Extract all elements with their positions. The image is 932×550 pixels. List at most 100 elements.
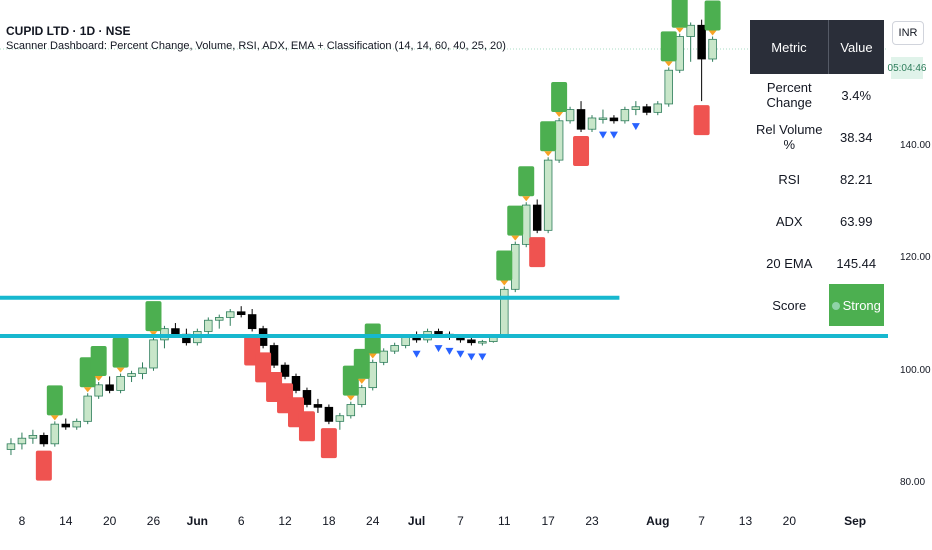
candle — [467, 337, 476, 346]
bull-signal-label — [90, 346, 107, 377]
dashboard-value: 3.4% — [828, 74, 884, 116]
candle — [653, 101, 663, 116]
candle — [478, 339, 487, 346]
dashboard-row: Rel Volume % 38.34 — [750, 116, 884, 158]
candle-body — [620, 109, 630, 122]
candle-body — [17, 437, 27, 445]
candle — [247, 308, 257, 332]
candle — [697, 19, 706, 102]
bull-signal-label — [46, 385, 63, 416]
candle — [357, 384, 367, 408]
candle-body — [105, 384, 114, 391]
candle-body — [664, 69, 673, 105]
bull-signal-label — [353, 348, 370, 379]
up-arrow-icon — [346, 395, 355, 401]
candle — [225, 308, 235, 326]
candle — [236, 306, 246, 318]
up-arrow-icon — [368, 353, 377, 359]
x-tick-label: Aug — [646, 514, 670, 528]
candle — [50, 421, 60, 447]
vol-down-marker-icon — [478, 353, 487, 361]
candle-body — [697, 24, 706, 60]
candle — [116, 373, 125, 394]
candle — [127, 370, 136, 383]
candle-body — [521, 204, 531, 245]
candle — [565, 106, 575, 124]
candle — [6, 438, 16, 456]
candle — [675, 33, 684, 74]
candle-body — [50, 423, 60, 445]
dashboard-score-row: Score Strong — [750, 284, 884, 326]
vol-down-marker-icon — [445, 347, 454, 355]
candle — [521, 202, 531, 248]
candle — [17, 432, 27, 450]
bull-signal-label — [540, 121, 557, 152]
candle-body — [335, 415, 345, 422]
x-tick-label: 24 — [366, 514, 380, 528]
dashboard-value: 63.99 — [828, 200, 884, 242]
candle — [609, 115, 619, 124]
candle — [105, 376, 114, 394]
candle — [313, 398, 323, 413]
candle-body — [247, 314, 257, 330]
dashboard-value: 145.44 — [828, 242, 884, 284]
up-arrow-icon — [83, 387, 92, 393]
candle — [28, 429, 38, 444]
candle-body — [138, 367, 147, 374]
bull-signal-label — [507, 205, 524, 236]
x-tick-label: Sep — [844, 514, 867, 528]
candle-body — [204, 319, 213, 332]
candle — [61, 418, 71, 430]
candle — [379, 348, 388, 366]
x-tick-label: 14 — [59, 514, 73, 528]
up-arrow-icon — [664, 61, 673, 67]
x-tick-label: 7 — [698, 514, 705, 528]
candle-body — [467, 339, 476, 344]
candle — [335, 412, 345, 430]
candle-body — [116, 376, 125, 391]
chart-title: CUPID LTD · 1D · NSE — [6, 24, 131, 38]
candle-body — [357, 387, 367, 405]
dashboard-metric: Percent Change — [750, 74, 829, 116]
dashboard-row: ADX 63.99 — [750, 200, 884, 242]
candle — [620, 106, 630, 124]
candle-body — [675, 36, 684, 71]
bull-signal-label — [364, 323, 381, 354]
candle — [291, 373, 301, 394]
dashboard-row: RSI 82.21 — [750, 158, 884, 200]
dashboard-value: 38.34 — [828, 116, 884, 158]
candle-body — [28, 434, 38, 439]
candle — [280, 362, 290, 380]
dashboard-header-metric: Metric — [750, 20, 829, 74]
vol-down-marker-icon — [456, 350, 465, 358]
candle — [631, 101, 641, 116]
up-arrow-icon — [544, 151, 553, 157]
bull-signal-label — [112, 337, 129, 368]
candle — [83, 393, 92, 425]
candle-body — [127, 373, 136, 377]
bear-signal-label — [529, 237, 546, 268]
dashboard-header-value: Value — [828, 20, 884, 74]
score-text: Strong — [842, 297, 881, 313]
dashboard-header-row: Metric Value — [750, 20, 884, 74]
x-tick-label: 23 — [585, 514, 599, 528]
candle-body — [269, 345, 279, 366]
candle — [39, 432, 49, 447]
candle-body — [543, 159, 553, 231]
dashboard-metric: ADX — [750, 200, 829, 242]
candle-body — [324, 406, 334, 422]
bull-signal-label — [496, 250, 513, 281]
currency-button[interactable]: INR — [892, 21, 924, 45]
candles-group — [6, 19, 717, 456]
candle-body — [379, 350, 388, 363]
candle-body — [149, 339, 158, 369]
up-arrow-icon — [149, 331, 158, 337]
candle — [554, 117, 564, 163]
x-tick-label: 11 — [498, 514, 511, 528]
bear-signal-label — [573, 136, 590, 167]
candle — [664, 67, 673, 107]
candle-body — [576, 109, 586, 130]
dashboard-score-metric: Score — [750, 284, 829, 326]
signal-markers-group — [35, 0, 721, 481]
